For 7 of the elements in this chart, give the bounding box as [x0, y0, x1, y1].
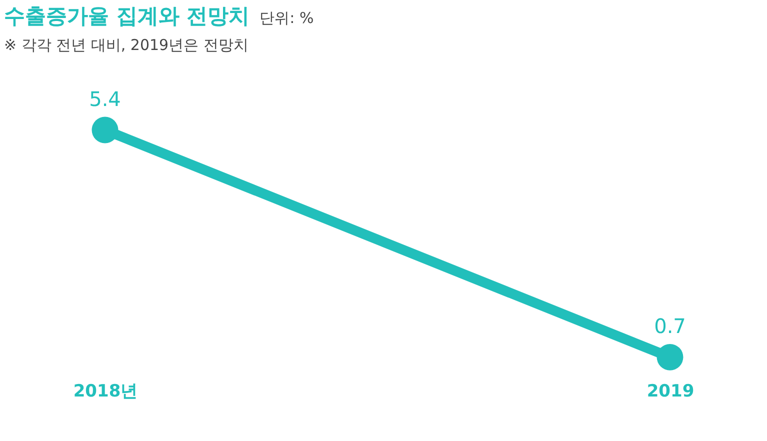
- x-tick-label: 2018년: [73, 382, 138, 402]
- data-label: 5.4: [89, 87, 121, 111]
- x-tick-label: 2019: [646, 382, 694, 402]
- text: 단위: %: [260, 9, 314, 27]
- data-label: 0.7: [654, 314, 686, 338]
- chart-title: 수출증가율 집계와 전망치: [4, 4, 250, 28]
- chart-subtitle: ※ 각각 전년 대비, 2019년은 전망치: [4, 36, 250, 55]
